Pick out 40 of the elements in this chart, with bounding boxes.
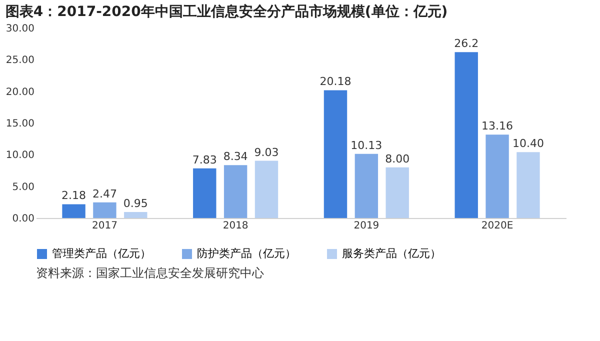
data-label: 20.18 <box>320 75 352 88</box>
bar <box>386 167 409 218</box>
data-label: 2.18 <box>62 189 86 202</box>
data-label: 0.95 <box>123 196 148 210</box>
data-label: 9.03 <box>254 146 279 159</box>
text: 资料来源：国家工业信息安全发展研究中心 <box>36 266 264 280</box>
y-tick-label: 5.00 <box>12 182 34 193</box>
data-label: 10.13 <box>350 138 382 152</box>
y-tick-label: 10.00 <box>6 150 34 162</box>
bar <box>62 204 86 218</box>
data-label: 13.16 <box>482 120 514 133</box>
y-tick-label: 30.00 <box>6 24 34 34</box>
bar <box>324 90 348 218</box>
legend-label: 管理类产品（亿元） <box>52 247 151 260</box>
bar <box>486 134 509 218</box>
bar <box>354 154 378 218</box>
data-label: 8.34 <box>223 150 248 164</box>
y-tick-label: 25.00 <box>6 55 34 66</box>
data-label: 7.83 <box>192 153 217 166</box>
bar <box>124 212 148 218</box>
y-tick-label: 20.00 <box>6 86 34 98</box>
x-tick-label: 2020E <box>481 220 514 232</box>
data-label: 26.2 <box>454 37 479 50</box>
y-tick-label: 15.00 <box>6 118 34 130</box>
bar <box>454 52 478 218</box>
x-tick-label: 2019 <box>354 220 380 232</box>
legend-label: 防护类产品（亿元） <box>197 247 296 260</box>
bar <box>224 165 248 218</box>
bar <box>516 152 540 218</box>
data-label: 8.00 <box>385 152 410 166</box>
data-label: 10.40 <box>512 137 544 150</box>
bar <box>254 160 278 218</box>
x-tick-label: 2017 <box>92 220 118 232</box>
y-tick-label: 0.00 <box>12 214 34 224</box>
bar <box>93 202 116 218</box>
chart-title: 图表4：2017-2020年中国工业信息安全分产品市场规模(单位：亿元) <box>5 3 448 20</box>
legend-label: 服务类产品（亿元） <box>342 247 441 260</box>
x-tick-label: 2018 <box>222 220 248 232</box>
data-label: 2.47 <box>92 187 117 200</box>
bar <box>193 168 216 218</box>
